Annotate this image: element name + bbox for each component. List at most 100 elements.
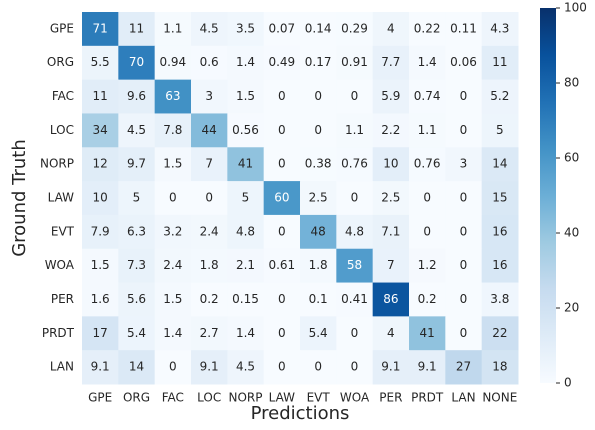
cell-label: 63: [165, 89, 180, 103]
cell-label: 0.1: [309, 292, 328, 306]
heatmap-cell: [481, 12, 519, 47]
y-tick-label: PER: [51, 292, 74, 306]
colorbar-tick-label: 60: [564, 151, 579, 165]
cell-label: 0: [278, 224, 286, 238]
heatmap-cell: [82, 45, 119, 81]
heatmap-cell: [227, 113, 265, 148]
heatmap-cell: [154, 181, 192, 216]
heatmap-cell: [300, 12, 337, 47]
heatmap-cell: [336, 113, 374, 148]
heatmap-cell: [372, 282, 410, 317]
heatmap-cell: [409, 79, 446, 114]
heatmap-cell: [263, 282, 301, 317]
cell-label: 0.61: [268, 258, 295, 272]
cell-label: 0.07: [268, 21, 295, 35]
heatmap-cell: [191, 181, 228, 216]
cell-label: 14: [492, 157, 507, 171]
x-tick-label: EVT: [307, 391, 331, 405]
cell-label: 0.38: [305, 157, 332, 171]
cell-label: 5.9: [381, 89, 400, 103]
heatmap-cell: [300, 350, 337, 385]
cell-label: 0.2: [418, 292, 437, 306]
heatmap-cell: [372, 12, 410, 47]
heatmap-cell: [481, 316, 519, 351]
heatmap-cell: [191, 12, 228, 47]
y-tick-label: LAW: [48, 191, 75, 205]
cell-label: 71: [93, 21, 108, 35]
heatmap-cell: [227, 248, 265, 284]
cell-label: 0: [278, 360, 286, 374]
heatmap-cell: [118, 350, 156, 385]
heatmap-cell: [227, 282, 265, 317]
heatmap-cell: [445, 147, 483, 182]
heatmap-cell: [481, 79, 519, 114]
cell-label: 0.94: [159, 55, 186, 69]
cell-label: 70: [129, 55, 144, 69]
heatmap-cell: [372, 45, 410, 81]
heatmap-cell: [372, 147, 410, 182]
heatmap-cell: [409, 248, 446, 284]
cell-label: 10: [93, 191, 108, 205]
cell-label: 0: [169, 360, 177, 374]
cell-label: 1.8: [309, 258, 328, 272]
cell-label: 4.5: [236, 360, 255, 374]
heatmap-cell: [409, 147, 446, 182]
heatmap-cell: [336, 214, 374, 250]
heatmap-cell: [227, 45, 265, 81]
cell-label: 4.3: [490, 21, 509, 35]
y-tick-label: LOC: [50, 123, 74, 137]
cell-label: 11: [492, 55, 507, 69]
cell-label: 0: [460, 258, 468, 272]
cell-label: 15: [492, 191, 507, 205]
cell-label: 0.56: [232, 123, 259, 137]
colorbar: [540, 8, 556, 383]
heatmap-cell: [118, 282, 156, 317]
heatmap-cell: [409, 214, 446, 250]
cell-label: 0: [460, 292, 468, 306]
cell-label: 0.6: [200, 55, 219, 69]
cell-label: 7: [205, 157, 213, 171]
x-tick-label: PRDT: [411, 391, 444, 405]
cell-label: 7.3: [127, 258, 146, 272]
heatmap-cell: [154, 214, 192, 250]
heatmap-cell: [118, 316, 156, 351]
heatmap-cell: [82, 316, 119, 351]
heatmap-cell: [154, 282, 192, 317]
cell-label: 0: [351, 89, 359, 103]
cell-label: 27: [456, 360, 471, 374]
heatmap-cell: [191, 316, 228, 351]
y-tick-label: LAN: [50, 360, 74, 374]
cell-label: 0: [205, 191, 213, 205]
cell-label: 48: [311, 224, 326, 238]
cell-label: 41: [238, 157, 253, 171]
cell-label: 0.41: [341, 292, 368, 306]
cell-label: 17: [93, 326, 108, 340]
cell-label: 1.1: [163, 21, 182, 35]
x-tick-label: ORG: [123, 391, 150, 405]
cell-label: 0.17: [305, 55, 332, 69]
heatmap-cell: [263, 113, 301, 148]
cell-label: 3.2: [163, 224, 182, 238]
cell-label: 0: [314, 360, 322, 374]
heatmap-cell: [227, 12, 265, 47]
cell-label: 5.4: [309, 326, 328, 340]
cell-label: 4.5: [127, 123, 146, 137]
heatmap-cell: [227, 316, 265, 351]
cell-label: 9.7: [127, 157, 146, 171]
cell-label: 16: [492, 224, 507, 238]
cell-label: 6.3: [127, 224, 146, 238]
heatmap-cell: [154, 113, 192, 148]
cell-label: 4.8: [345, 224, 364, 238]
cell-label: 4.8: [236, 224, 255, 238]
heatmap-cell: [154, 12, 192, 47]
heatmap-cell: [481, 147, 519, 182]
y-tick-label: GPE: [50, 21, 74, 35]
heatmap-cell: [481, 282, 519, 317]
x-tick-label: LAW: [269, 391, 296, 405]
heatmap-cell: [300, 181, 337, 216]
heatmap-cell: [409, 12, 446, 47]
heatmap-cell: [118, 45, 156, 81]
cell-label: 9.1: [200, 360, 219, 374]
heatmap-cell: [336, 12, 374, 47]
cell-label: 0.11: [450, 21, 477, 35]
